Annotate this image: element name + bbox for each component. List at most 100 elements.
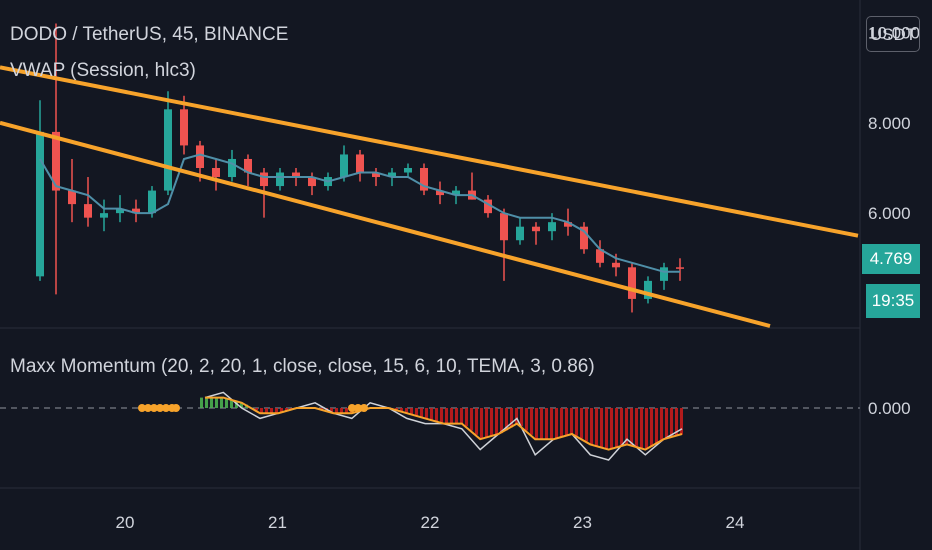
histogram-bar bbox=[400, 408, 403, 412]
candle-body bbox=[116, 208, 124, 214]
histogram-bar bbox=[520, 408, 523, 427]
time-tick-label: 23 bbox=[573, 513, 592, 532]
candle-body bbox=[500, 213, 508, 241]
histogram-bar bbox=[620, 408, 623, 447]
price-tick-label: 8.000 bbox=[868, 114, 911, 133]
histogram-bar bbox=[550, 408, 553, 440]
histogram-bar bbox=[515, 408, 518, 425]
histogram-bar bbox=[660, 408, 663, 442]
histogram-bar bbox=[480, 408, 483, 440]
histogram-bar bbox=[410, 408, 413, 415]
histogram-bar bbox=[335, 408, 338, 414]
momentum-lines bbox=[138, 391, 683, 461]
candle-body bbox=[52, 131, 60, 191]
signal-dot bbox=[360, 404, 368, 412]
candlestick-series bbox=[36, 23, 684, 313]
candle-body bbox=[628, 267, 636, 299]
histogram-bar bbox=[255, 408, 258, 411]
candle-body bbox=[660, 267, 668, 281]
candle-body bbox=[484, 199, 492, 214]
signal-dot bbox=[162, 404, 170, 412]
histogram-bar bbox=[330, 408, 333, 413]
histogram-bar bbox=[460, 408, 463, 424]
candle-body bbox=[516, 226, 524, 241]
histogram-bar bbox=[595, 408, 598, 446]
candle-body bbox=[180, 109, 188, 146]
lower-trendline bbox=[0, 120, 771, 328]
candle-body bbox=[580, 226, 588, 250]
candle-body bbox=[36, 131, 44, 277]
candle-body bbox=[532, 226, 540, 232]
histogram-bar bbox=[425, 408, 428, 419]
candle-body bbox=[452, 190, 460, 196]
candle-body bbox=[612, 262, 620, 268]
grid-lines bbox=[0, 0, 861, 550]
candle-body bbox=[564, 222, 572, 227]
candle-body bbox=[644, 280, 652, 299]
histogram-bar bbox=[430, 408, 433, 420]
histogram-bar bbox=[220, 397, 223, 408]
candle-body bbox=[196, 145, 204, 168]
candle-body bbox=[676, 267, 684, 269]
vwap-line bbox=[39, 153, 680, 273]
histogram-bar bbox=[475, 408, 478, 435]
histogram-bar bbox=[545, 408, 548, 440]
histogram-bar bbox=[560, 408, 563, 438]
symbol-title: DODO / TetherUS, 45, BINANCE bbox=[10, 24, 289, 45]
currency-button[interactable]: USDT bbox=[866, 16, 920, 52]
candle-body bbox=[84, 204, 92, 218]
histogram-bar bbox=[555, 408, 558, 439]
vwap-legend: VWAP (Session, hlc3) bbox=[10, 60, 196, 81]
histogram-bar bbox=[680, 408, 683, 435]
signal-dot bbox=[354, 404, 362, 412]
price-axis: 10.000 8.000 6.000 0.000 bbox=[868, 24, 920, 418]
histogram-bar bbox=[285, 408, 288, 412]
histogram-bar bbox=[320, 408, 323, 410]
candle-body bbox=[404, 168, 412, 173]
histogram-bar bbox=[635, 408, 638, 447]
signal-dot bbox=[172, 404, 180, 412]
histogram-bar bbox=[575, 408, 578, 436]
histogram-bar bbox=[665, 408, 668, 439]
histogram-bar bbox=[585, 408, 588, 442]
candle-body bbox=[372, 172, 380, 178]
histogram-bar bbox=[570, 408, 573, 435]
histogram-bar bbox=[625, 408, 628, 445]
upper-trendline bbox=[0, 65, 859, 238]
histogram-bar bbox=[470, 408, 473, 431]
candle-body bbox=[148, 190, 156, 214]
candle-body bbox=[212, 168, 220, 178]
histogram-bar bbox=[670, 408, 673, 438]
histogram-bar bbox=[605, 408, 608, 449]
histogram-bar bbox=[445, 408, 448, 424]
histogram-bar bbox=[240, 402, 243, 408]
candle-body bbox=[340, 154, 348, 178]
candle-body bbox=[68, 190, 76, 205]
histogram-bar bbox=[490, 408, 493, 437]
time-tick-label: 20 bbox=[116, 513, 135, 532]
candle-body bbox=[436, 190, 444, 196]
histogram-bar bbox=[265, 408, 268, 414]
histogram-bar bbox=[600, 408, 603, 448]
countdown-timer-badge: 19:35 bbox=[866, 284, 920, 318]
histogram-bar bbox=[495, 408, 498, 436]
histogram-bar bbox=[225, 398, 228, 408]
histogram-bar bbox=[485, 408, 488, 438]
time-tick-label: 24 bbox=[726, 513, 745, 532]
signal-dot bbox=[156, 404, 164, 412]
histogram-bar bbox=[650, 408, 653, 447]
time-tick-label: 22 bbox=[421, 513, 440, 532]
histogram-bar bbox=[260, 408, 263, 414]
candle-body bbox=[356, 154, 364, 173]
histogram-bar bbox=[580, 408, 583, 439]
candle-body bbox=[228, 158, 236, 178]
last-price-badge: 4.769 bbox=[862, 244, 920, 274]
candle-body bbox=[164, 109, 172, 191]
histogram-bar bbox=[450, 408, 453, 424]
histogram-bar bbox=[535, 408, 538, 440]
histogram-bar bbox=[275, 408, 278, 414]
candle-body bbox=[292, 172, 300, 178]
histogram-bar bbox=[200, 397, 203, 408]
histogram-bar bbox=[395, 408, 398, 410]
